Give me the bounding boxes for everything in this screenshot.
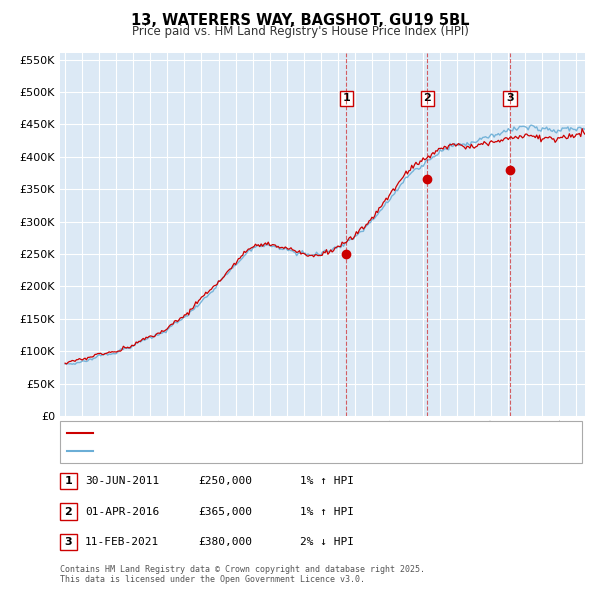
Text: 3: 3 — [65, 537, 72, 547]
Text: 13, WATERERS WAY, BAGSHOT, GU19 5BL: 13, WATERERS WAY, BAGSHOT, GU19 5BL — [131, 13, 469, 28]
Text: 3: 3 — [506, 93, 514, 103]
Text: £380,000: £380,000 — [198, 537, 252, 547]
Text: 13, WATERERS WAY, BAGSHOT, GU19 5BL (semi-detached house): 13, WATERERS WAY, BAGSHOT, GU19 5BL (sem… — [98, 428, 439, 438]
Text: 01-APR-2016: 01-APR-2016 — [85, 507, 160, 516]
Text: 1% ↑ HPI: 1% ↑ HPI — [300, 476, 354, 486]
Text: 11-FEB-2021: 11-FEB-2021 — [85, 537, 160, 547]
Text: 1: 1 — [343, 93, 350, 103]
Text: 1: 1 — [65, 476, 72, 486]
Text: 2: 2 — [424, 93, 431, 103]
Text: 1% ↑ HPI: 1% ↑ HPI — [300, 507, 354, 516]
Text: £250,000: £250,000 — [198, 476, 252, 486]
Text: Contains HM Land Registry data © Crown copyright and database right 2025.
This d: Contains HM Land Registry data © Crown c… — [60, 565, 425, 584]
Text: 2: 2 — [65, 507, 72, 516]
Text: £365,000: £365,000 — [198, 507, 252, 516]
Text: 2% ↓ HPI: 2% ↓ HPI — [300, 537, 354, 547]
Text: 30-JUN-2011: 30-JUN-2011 — [85, 476, 160, 486]
Text: Price paid vs. HM Land Registry's House Price Index (HPI): Price paid vs. HM Land Registry's House … — [131, 25, 469, 38]
Text: HPI: Average price, semi-detached house, Surrey Heath: HPI: Average price, semi-detached house,… — [98, 446, 388, 456]
